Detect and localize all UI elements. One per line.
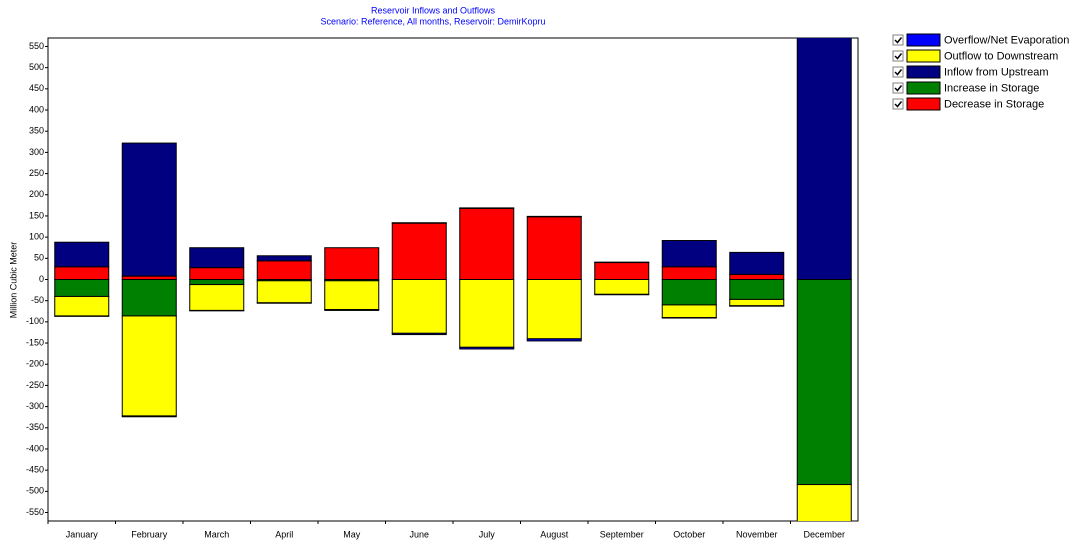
chart-title: Reservoir Inflows and Outflows	[371, 5, 496, 15]
legend-label: Overflow/Net Evaporation	[944, 34, 1069, 46]
chart-subtitle: Scenario: Reference, All months, Reservo…	[320, 16, 545, 26]
bar-segment	[730, 252, 784, 274]
y-tick-label: 150	[29, 210, 44, 220]
x-tick-label: March	[204, 529, 229, 539]
bar-segment	[392, 280, 446, 334]
bar-segment	[122, 280, 176, 316]
bar-segment	[730, 299, 784, 305]
bar-segment	[662, 267, 716, 280]
y-tick-label: -150	[26, 337, 44, 347]
bar-segment	[325, 281, 379, 310]
legend-checkbox[interactable]	[893, 51, 903, 61]
bar-segment	[190, 268, 244, 280]
y-tick-label: -350	[26, 422, 44, 432]
bar-segment	[392, 333, 446, 334]
bar-segment	[460, 208, 514, 279]
legend-swatch	[907, 34, 940, 46]
bar-segment	[55, 296, 109, 315]
bars	[55, 25, 852, 527]
bar-segment	[257, 281, 311, 303]
x-tick-label: April	[275, 529, 293, 539]
y-tick-label: -200	[26, 359, 44, 369]
bar-segment	[55, 242, 109, 267]
bar-segment	[55, 267, 109, 280]
bar-segment	[325, 248, 379, 280]
y-tick-label: -450	[26, 465, 44, 475]
bar-segment	[122, 276, 176, 279]
y-tick-label: -400	[26, 443, 44, 453]
bar-segment	[662, 305, 716, 318]
bar-segment	[662, 280, 716, 305]
bar-segment	[257, 256, 311, 261]
bar-segment	[122, 416, 176, 417]
bar-segment	[190, 248, 244, 268]
bar-segment	[325, 310, 379, 311]
y-tick-label: 250	[29, 168, 44, 178]
y-tick-label: 300	[29, 147, 44, 157]
x-tick-label: May	[343, 529, 361, 539]
bar-segment	[392, 223, 446, 279]
y-tick-label: 200	[29, 189, 44, 199]
bar-segment	[730, 274, 784, 279]
y-tick-label: 400	[29, 104, 44, 114]
bar-segment	[730, 280, 784, 300]
bar-segment	[55, 280, 109, 297]
x-tick-label: October	[673, 529, 705, 539]
y-tick-label: -300	[26, 401, 44, 411]
bar-segment	[460, 280, 514, 348]
y-tick-label: 550	[29, 41, 44, 51]
bar-segment	[460, 347, 514, 349]
y-tick-label: 500	[29, 62, 44, 72]
bar-segment	[595, 280, 649, 295]
y-tick-label: -100	[26, 316, 44, 326]
bar-segment	[797, 280, 851, 485]
bar-segment	[527, 339, 581, 341]
y-tick-label: 50	[34, 253, 44, 263]
legend-swatch	[907, 82, 940, 94]
legend-swatch	[907, 98, 940, 110]
bar-segment	[122, 143, 176, 276]
legend-label: Inflow from Upstream	[944, 66, 1049, 78]
bar-segment	[595, 263, 649, 280]
y-axis-label: Million Cubic Meter	[8, 242, 18, 319]
y-tick-label: -500	[26, 486, 44, 496]
legend-label: Decrease in Storage	[944, 98, 1044, 110]
x-tick-label: September	[600, 529, 644, 539]
x-tick-label: December	[803, 529, 845, 539]
x-tick-label: February	[131, 529, 168, 539]
y-tick-label: 100	[29, 232, 44, 242]
y-tick-label: -550	[26, 507, 44, 517]
bar-segment	[797, 25, 851, 279]
y-tick-label: -50	[31, 295, 44, 305]
x-tick-label: November	[736, 529, 778, 539]
x-tick-label: August	[540, 529, 569, 539]
x-tick-label: June	[409, 529, 429, 539]
legend-label: Outflow to Downstream	[944, 50, 1058, 62]
bar-segment	[527, 217, 581, 280]
legend-checkbox[interactable]	[893, 35, 903, 45]
legend-swatch	[907, 50, 940, 62]
legend-checkbox[interactable]	[893, 99, 903, 109]
legend-checkbox[interactable]	[893, 67, 903, 77]
y-tick-label: 350	[29, 126, 44, 136]
x-tick-label: July	[479, 529, 496, 539]
legend-label: Increase in Storage	[944, 82, 1039, 94]
bar-segment	[257, 261, 311, 280]
y-tick-label: -250	[26, 380, 44, 390]
bar-segment	[190, 280, 244, 285]
bar-segment	[527, 280, 581, 339]
bar-segment	[797, 527, 851, 528]
bar-segment	[662, 241, 716, 267]
legend-checkbox[interactable]	[893, 83, 903, 93]
bar-segment	[797, 485, 851, 527]
bar-segment	[190, 285, 244, 311]
x-tick-label: January	[66, 529, 99, 539]
y-tick-label: 450	[29, 83, 44, 93]
bar-segment	[122, 316, 176, 416]
y-tick-label: 0	[39, 274, 44, 284]
legend-swatch	[907, 66, 940, 78]
